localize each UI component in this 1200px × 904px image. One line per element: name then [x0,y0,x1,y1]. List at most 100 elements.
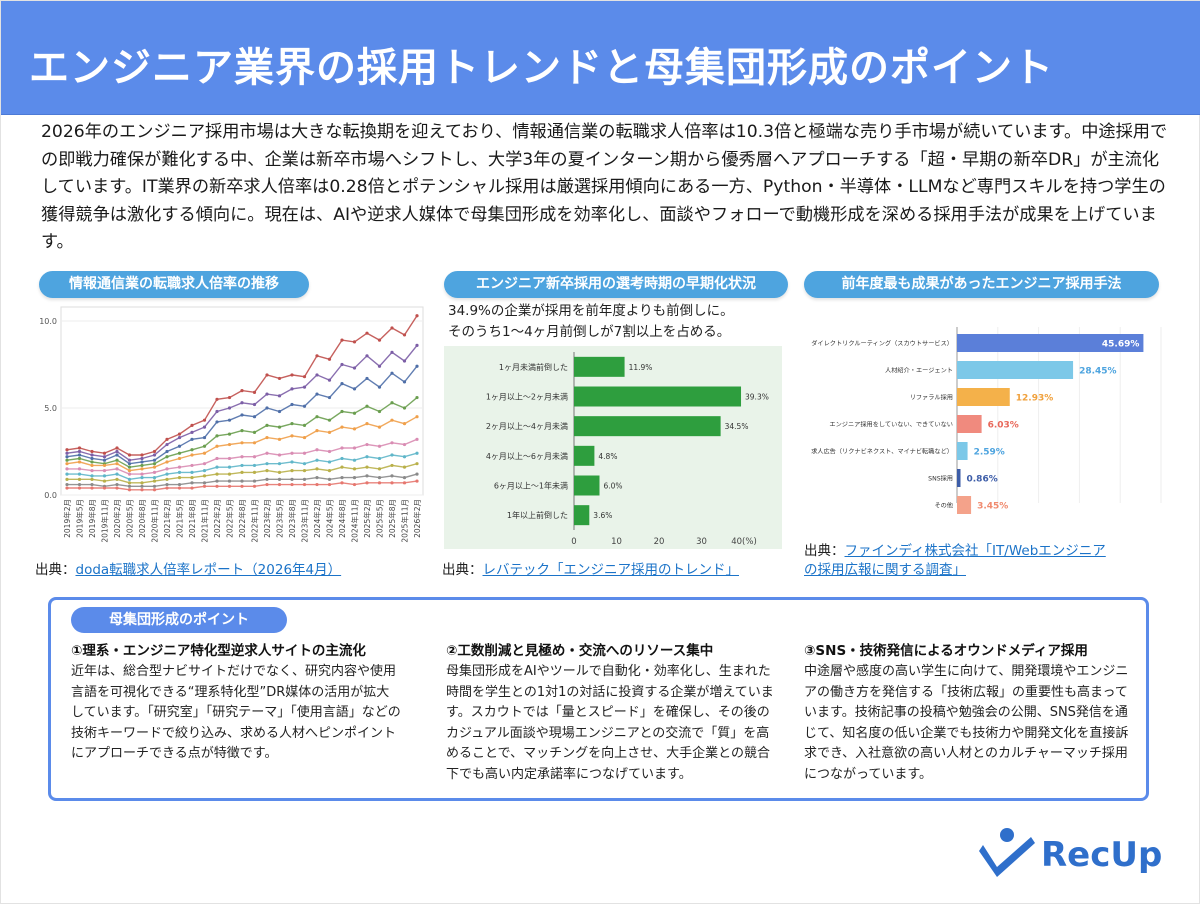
data-point [177,482,182,487]
data-point [140,463,144,468]
data-point [265,373,269,377]
data-point [302,462,307,466]
value-label: 3.45% [977,502,1008,512]
x-tick-label: 2024年2月 [312,499,322,538]
value-label: 4.8% [598,452,617,461]
data-point [77,456,82,461]
data-point [115,449,119,454]
data-point [177,476,182,480]
data-point [140,476,144,480]
value-label: 28.45% [1079,367,1117,377]
category-label: 2ヶ月以上〜4ヶ月未満 [486,421,568,431]
data-point [127,462,132,466]
data-point [140,488,144,492]
data-point [227,465,232,469]
data-point [365,376,369,381]
data-point [377,409,382,414]
data-point [365,442,369,447]
source-link-findy-1[interactable]: ファインディ株式会社「IT/Webエンジニア [844,543,1106,559]
category-label: 1年以上前倒した [507,510,568,520]
data-point [127,477,132,481]
data-point [252,430,257,434]
data-point [290,482,294,487]
data-point [277,409,282,414]
data-point [402,380,407,384]
data-point [190,453,194,457]
data-point [377,385,382,389]
data-point [240,413,244,417]
data-point [115,446,119,450]
data-point [265,482,269,487]
data-point [190,437,194,441]
source-left: 出典：doda転職求人倍率レポート（2026年4月） [35,561,341,580]
data-point [290,469,294,473]
data-point [215,456,219,461]
source-link-doda[interactable]: doda転職求人倍率レポート（2026年4月） [75,562,342,578]
data-point [365,354,369,358]
data-point [115,453,119,457]
data-point [352,482,357,487]
source-link-levtech[interactable]: レバテック「エンジニア採用のトレンド」 [482,562,740,578]
x-tick-label: 2022年11月 [250,499,260,543]
data-point [90,449,94,454]
data-point [140,453,144,457]
y-tick-label: 5.0 [44,404,57,413]
data-point [115,486,119,490]
data-point [77,477,82,481]
data-point [152,488,157,492]
data-point [165,467,169,471]
x-tick-label: 2024年8月 [337,499,347,538]
data-point [152,465,157,469]
x-tick-label: 2020年2月 [112,499,122,538]
data-point [252,484,257,488]
data-point [127,453,132,457]
data-point [177,451,182,455]
data-point [390,350,394,354]
data-point [377,476,382,480]
data-point [202,481,207,485]
data-point [240,401,244,405]
data-point [265,435,269,440]
source-link-findy-2[interactable]: の採用広報に関する調査」 [804,562,966,578]
x-tick-label: 2021年11月 [200,499,210,543]
data-point [265,477,269,481]
data-point [127,465,132,469]
value-label: 0.86% [967,475,998,485]
x-tick-label: 2023年5月 [275,499,285,538]
data-point [352,476,357,480]
data-point [302,435,307,440]
data-point [90,456,94,461]
data-point [165,449,169,454]
data-point [90,460,94,464]
data-point [315,467,319,471]
data-point [177,486,182,490]
chart-heading-methods: 前年度最も成果があったエンジニア採用手法 [804,271,1159,298]
data-point [165,455,169,459]
data-point [315,415,319,419]
data-point [340,456,344,461]
data-point [290,477,294,481]
data-point [415,364,419,368]
data-point [77,482,82,487]
data-point [290,460,294,464]
data-point [315,482,319,487]
data-point [340,338,344,342]
data-point [240,470,244,474]
data-point [365,474,369,478]
data-point [152,479,157,483]
bar [957,334,1144,352]
data-point [340,446,344,450]
data-point [240,429,244,433]
header-banner: エンジニア業界の採用トレンドと母集団形成のポイント [1,1,1200,115]
data-point [240,389,244,393]
data-point [290,402,294,407]
value-label: 11.9% [629,363,653,372]
data-point [265,392,269,396]
data-point [402,476,407,480]
data-point [177,470,182,474]
data-point [165,486,169,490]
data-point [215,472,219,476]
point-3-body: 中途層や感度の高い学生に向けて、開発環境やエンジニアの働き方を発信する「技術広報… [804,664,1129,782]
data-point [215,484,219,488]
x-tick-label: 2019年8月 [87,499,97,538]
